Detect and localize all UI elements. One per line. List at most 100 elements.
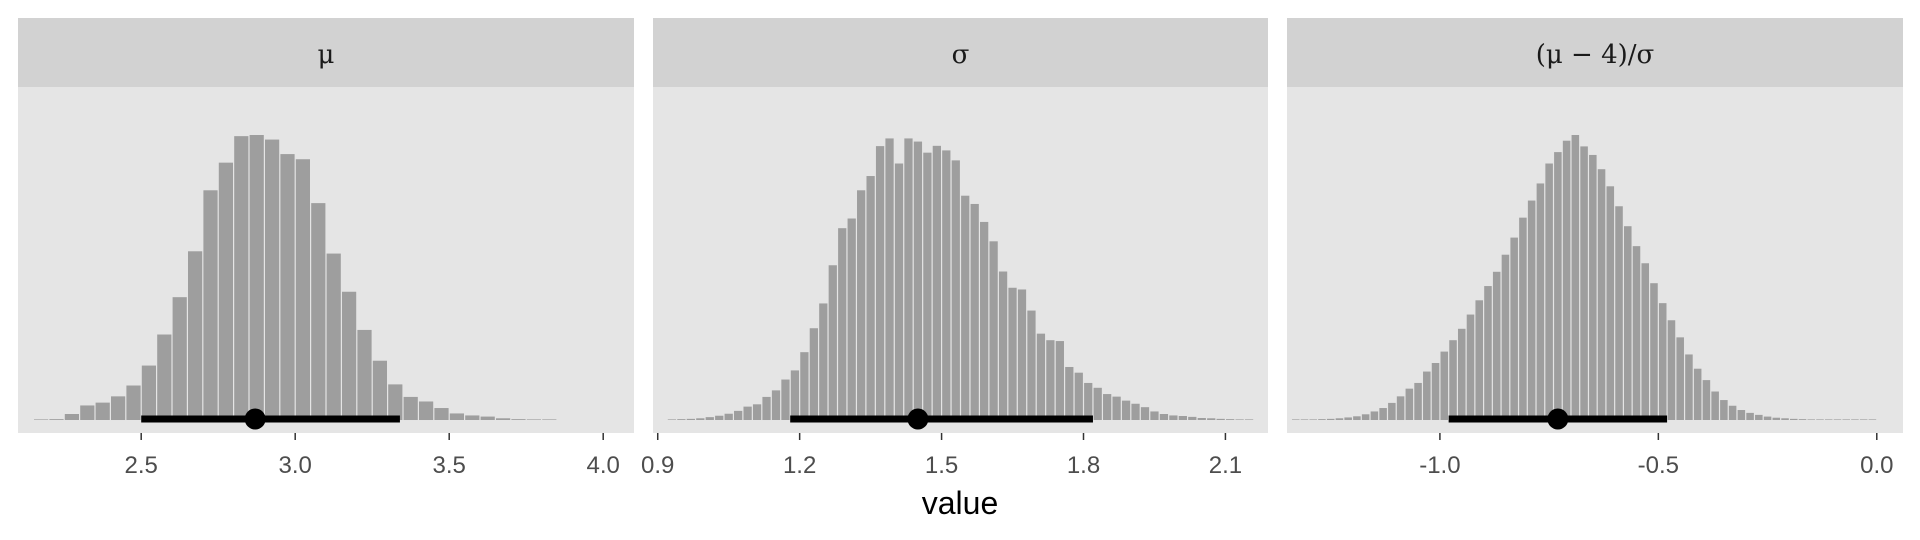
histogram-bar [1484,286,1492,420]
histogram-bar [1571,135,1580,420]
histogram-bar [49,419,64,420]
histogram-bar [1720,400,1728,420]
histogram-bar [923,152,932,421]
histogram-bars [667,138,1254,421]
histogram-bar [1492,271,1501,420]
facet-panel: (μ − 4)/σ -1.0 -0.5 0.0 [1287,18,1903,479]
facet-panel: σ 0.9 1.2 1.5 1.8 2.1 [641,18,1268,479]
histogram-bar [1763,416,1772,420]
x-tick-label: 1.5 [925,452,958,479]
histogram-bar [1737,410,1746,420]
histogram-bar [511,419,526,420]
histogram-bar [1589,154,1597,420]
histogram-bar [1017,289,1027,420]
histogram-bar [1676,337,1684,420]
histogram-bar [1103,394,1112,420]
histogram-bar [667,419,677,420]
facet-strip-label: σ [952,40,970,70]
histogram-bar [188,251,203,420]
histogram-bar [249,135,264,420]
histogram-bar [1606,186,1615,420]
histogram-bar [857,190,866,420]
histogram-bar [1169,415,1178,420]
histogram-bar [1027,310,1036,420]
x-tick-label: -0.5 [1638,452,1679,479]
histogram-bar [34,419,49,420]
histogram-bar [1318,419,1326,420]
histogram-bar [932,145,941,420]
histogram-bar [1361,414,1370,420]
histogram-bar [1226,419,1235,420]
histogram-bar [449,413,464,420]
histogram-bar [372,360,387,420]
facet-panel: μ 2.5 3.0 3.5 4.0 [18,18,634,479]
histogram-bar [1388,402,1396,420]
x-tick-label: 1.2 [783,452,816,479]
histogram-bar [1702,380,1711,420]
histogram-bar [1414,382,1422,420]
histogram-bar [677,419,686,420]
histogram-bar [1431,363,1440,420]
histogram-bar [1093,387,1102,420]
histogram-bar [126,385,141,420]
histogram-bar [1824,419,1833,420]
point-estimate-marker [244,408,266,430]
histogram-bar [111,396,126,421]
histogram-bar [743,406,752,420]
histogram-bar [800,352,809,420]
x-tick-label: 1.8 [1067,452,1100,479]
histogram-bar [998,271,1008,420]
histogram-bar [1772,417,1781,420]
histogram-bar [819,303,828,420]
histogram-bar [1131,403,1140,420]
histogram-bar [1309,419,1317,420]
histogram-bar [1536,183,1545,420]
histogram-bars [1291,135,1877,421]
histogram-bar [1632,246,1641,420]
histogram-bar [203,190,218,420]
histogram-bar [388,384,403,421]
histogram-bar [1641,263,1650,420]
histogram-bar [1519,217,1527,420]
histogram-bar [1711,391,1719,420]
histogram-bar [1527,200,1536,420]
histogram-bar [1440,351,1449,420]
histogram-bar [1335,418,1344,420]
histogram-bar [1816,419,1824,420]
histogram-bar [1693,368,1702,420]
histogram-bar [715,415,724,420]
histogram-bar [724,413,733,420]
histogram-bar [1667,320,1676,420]
x-tick-label: 0.0 [1860,452,1893,479]
facet-strip [18,18,634,87]
histogram-bar [1405,388,1414,420]
histogram-bar [64,414,79,420]
panel-background [653,87,1268,433]
histogram-bar [480,416,495,420]
histogram-bar [1197,418,1206,420]
histogram-bar [1746,412,1754,421]
histogram-bar [838,228,847,420]
histogram-bar [1807,419,1816,420]
histogram-bar [172,297,187,420]
histogram-bar [989,241,998,420]
histogram-bar [1300,419,1309,420]
histogram-bar [961,195,970,420]
histogram-bar [1624,226,1632,420]
histogram-bar [847,218,856,420]
histogram-bar [311,203,326,420]
histogram-bar [828,265,837,421]
histogram-bar [696,418,705,420]
histogram-bar [1790,418,1798,420]
histogram-bar [951,160,960,420]
histogram-bar [1074,372,1083,420]
histogram-bar [1859,419,1868,420]
histogram-bar [1650,283,1658,420]
histogram-bars [34,135,557,421]
histogram-bar [1065,366,1074,420]
histogram-bar [342,291,357,420]
histogram-bar [942,150,951,420]
histogram-bar [866,176,875,420]
histogram-bar [1685,354,1693,420]
